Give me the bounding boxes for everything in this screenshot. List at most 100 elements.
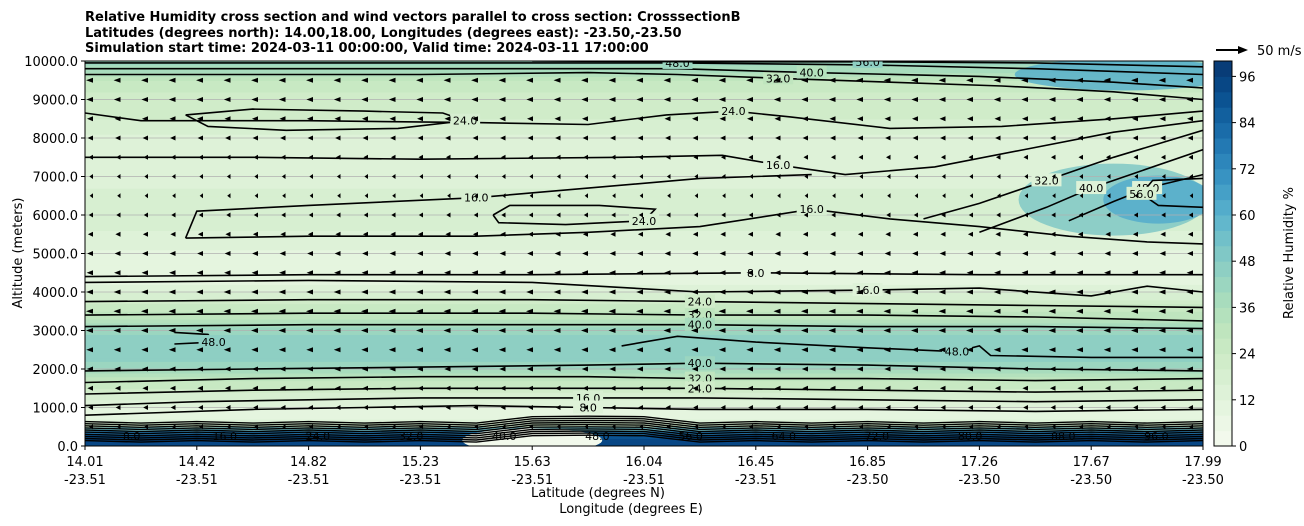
wind-arrow xyxy=(1051,424,1056,430)
wind-arrow xyxy=(774,366,781,372)
x-axis-label-lon: Longitude (degrees E) xyxy=(559,502,703,517)
wind-arrow xyxy=(608,97,616,102)
wind-arrow xyxy=(663,347,671,353)
wind-arrow xyxy=(774,270,781,276)
wind-arrow xyxy=(388,289,396,295)
wind-arrow xyxy=(306,347,313,353)
contour-line xyxy=(85,67,1203,89)
colorbar-frame xyxy=(1213,60,1233,447)
wind-arrow xyxy=(722,193,726,199)
wind-arrow xyxy=(389,270,396,276)
wind-arrow xyxy=(416,77,423,83)
wind-arrow xyxy=(142,116,148,122)
wind-arrow xyxy=(1107,193,1111,199)
y-axis: 0.0 1000.0 2000.0 3000.0 4000.0 5000.0 6000.0 7… xyxy=(24,55,85,455)
wind-arrow xyxy=(1022,385,1028,391)
colorbar-swatch xyxy=(1214,369,1232,385)
wind-arrow xyxy=(254,193,258,199)
rh-band xyxy=(85,80,1203,85)
colorbar-swatch xyxy=(1214,322,1232,339)
wind-arrow xyxy=(142,231,148,237)
wind-arrow xyxy=(583,154,588,160)
contour-label: 16.0 xyxy=(799,203,824,216)
wind-arrow xyxy=(278,97,286,102)
wind-arrow xyxy=(638,154,643,160)
wind-arrow xyxy=(720,405,726,410)
wind-arrow xyxy=(1103,77,1111,83)
wind-arrow xyxy=(114,116,121,122)
rh-band xyxy=(85,284,1203,289)
wind-arrow xyxy=(584,174,588,179)
rh-band xyxy=(85,161,1203,166)
wind-arrow xyxy=(1186,289,1193,295)
wind-arrow xyxy=(444,270,451,276)
rh-band xyxy=(85,122,1203,128)
wind-arrow xyxy=(1161,424,1166,430)
wind-arrow xyxy=(966,328,973,333)
wind-arrow xyxy=(553,77,561,83)
wind-arrow xyxy=(968,154,973,160)
colorbar-swatch xyxy=(1214,430,1232,447)
wind-arrow xyxy=(309,193,313,199)
wind-arrow xyxy=(1159,116,1166,122)
contour-label: 48.0 xyxy=(201,336,226,349)
wind-arrow xyxy=(281,174,286,179)
contour-label-bg xyxy=(740,265,771,279)
rh-band xyxy=(85,342,1203,347)
rh-band xyxy=(85,188,1203,193)
wind-arrow xyxy=(994,385,1001,391)
wind-arrow xyxy=(417,135,423,141)
wind-arrow xyxy=(1021,289,1028,295)
wind-arrow xyxy=(609,251,616,256)
wind-arrow xyxy=(526,308,533,314)
wind-arrow xyxy=(554,270,561,276)
wind-arrow xyxy=(828,289,836,295)
wind-arrow xyxy=(581,328,588,333)
wind-arrow xyxy=(884,251,891,256)
wind-arrow xyxy=(996,424,1001,430)
wind-vectors xyxy=(86,77,1193,430)
wind-arrow xyxy=(361,347,368,353)
wind-arrow xyxy=(362,251,368,256)
wind-arrow xyxy=(1189,193,1193,199)
contour-label: 8.0 xyxy=(579,402,597,415)
wind-arrow xyxy=(199,193,203,199)
rh-band xyxy=(85,107,1203,112)
wind-arrow xyxy=(362,116,368,122)
wind-arrow xyxy=(1048,289,1056,295)
rh-band xyxy=(85,307,1203,312)
rh-band xyxy=(85,99,1203,104)
wind-arrow xyxy=(308,405,313,410)
rh-band xyxy=(85,403,1203,409)
wind-arrow xyxy=(1076,289,1083,295)
wind-arrow xyxy=(610,231,616,237)
wind-arrow xyxy=(608,347,616,353)
wind-arrow xyxy=(912,116,918,122)
colorbar-swatch xyxy=(1214,122,1232,139)
wind-arrow xyxy=(334,270,341,276)
rh-band xyxy=(85,191,1203,197)
wind-arrow xyxy=(389,366,396,372)
wind-arrow xyxy=(226,174,231,179)
wind-arrow xyxy=(831,424,836,430)
wind-arrow xyxy=(966,308,973,314)
rh-band xyxy=(85,438,1203,443)
wind-arrow xyxy=(500,135,506,141)
wind-arrow xyxy=(719,385,726,391)
contour-label-bg xyxy=(573,400,604,414)
wind-arrow xyxy=(226,212,231,218)
colorbar-swatch xyxy=(1214,261,1232,278)
contour-line xyxy=(85,415,1203,424)
wind-arrow xyxy=(858,405,863,410)
wind-arrow xyxy=(663,328,671,333)
y-tick-label: 1000.0 xyxy=(33,402,79,417)
wind-arrow xyxy=(1021,347,1028,353)
wind-arrow xyxy=(388,97,396,102)
y-axis-label: Altitude (meters) xyxy=(11,198,26,309)
rh-band xyxy=(85,265,1203,270)
wind-arrow xyxy=(529,174,533,179)
wind-arrow xyxy=(1051,212,1056,218)
wind-arrow xyxy=(419,174,423,179)
wind-arrow xyxy=(471,270,478,276)
wind-arrow xyxy=(914,424,918,430)
